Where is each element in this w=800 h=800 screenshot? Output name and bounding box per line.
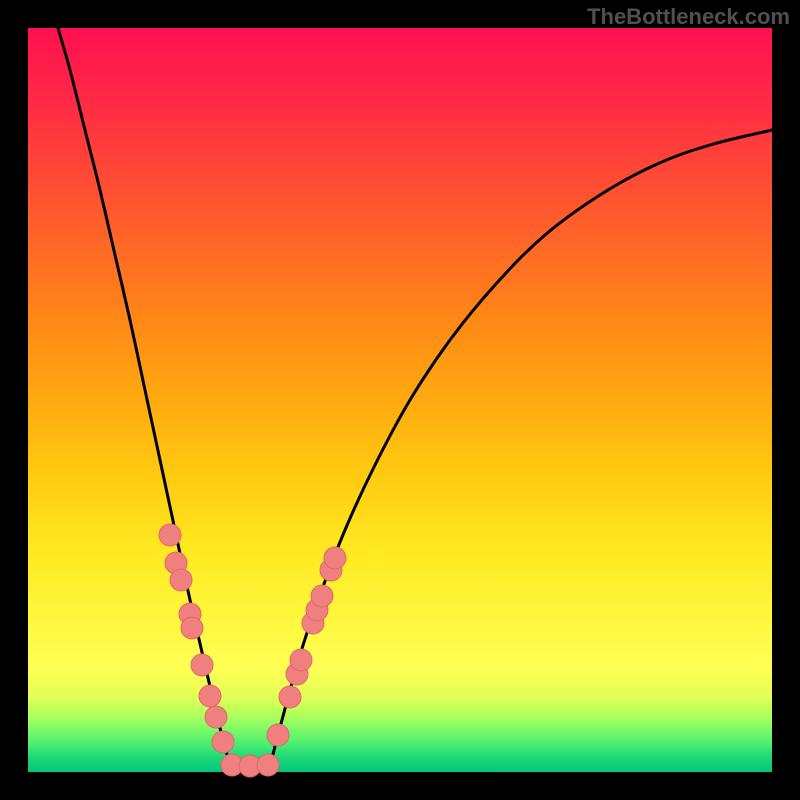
watermark-text: TheBottleneck.com bbox=[587, 4, 790, 30]
data-marker bbox=[191, 654, 213, 676]
data-marker bbox=[205, 706, 227, 728]
data-marker bbox=[170, 569, 192, 591]
data-marker bbox=[181, 617, 203, 639]
data-marker bbox=[257, 754, 279, 776]
data-marker bbox=[324, 547, 346, 569]
data-marker bbox=[290, 649, 312, 671]
data-marker bbox=[267, 724, 289, 746]
data-marker bbox=[199, 685, 221, 707]
data-marker bbox=[212, 731, 234, 753]
data-marker bbox=[159, 524, 181, 546]
data-marker bbox=[279, 686, 301, 708]
data-marker bbox=[311, 585, 333, 607]
plot-background bbox=[28, 28, 772, 772]
chart-container: TheBottleneck.com bbox=[0, 0, 800, 800]
bottleneck-chart bbox=[0, 0, 800, 800]
